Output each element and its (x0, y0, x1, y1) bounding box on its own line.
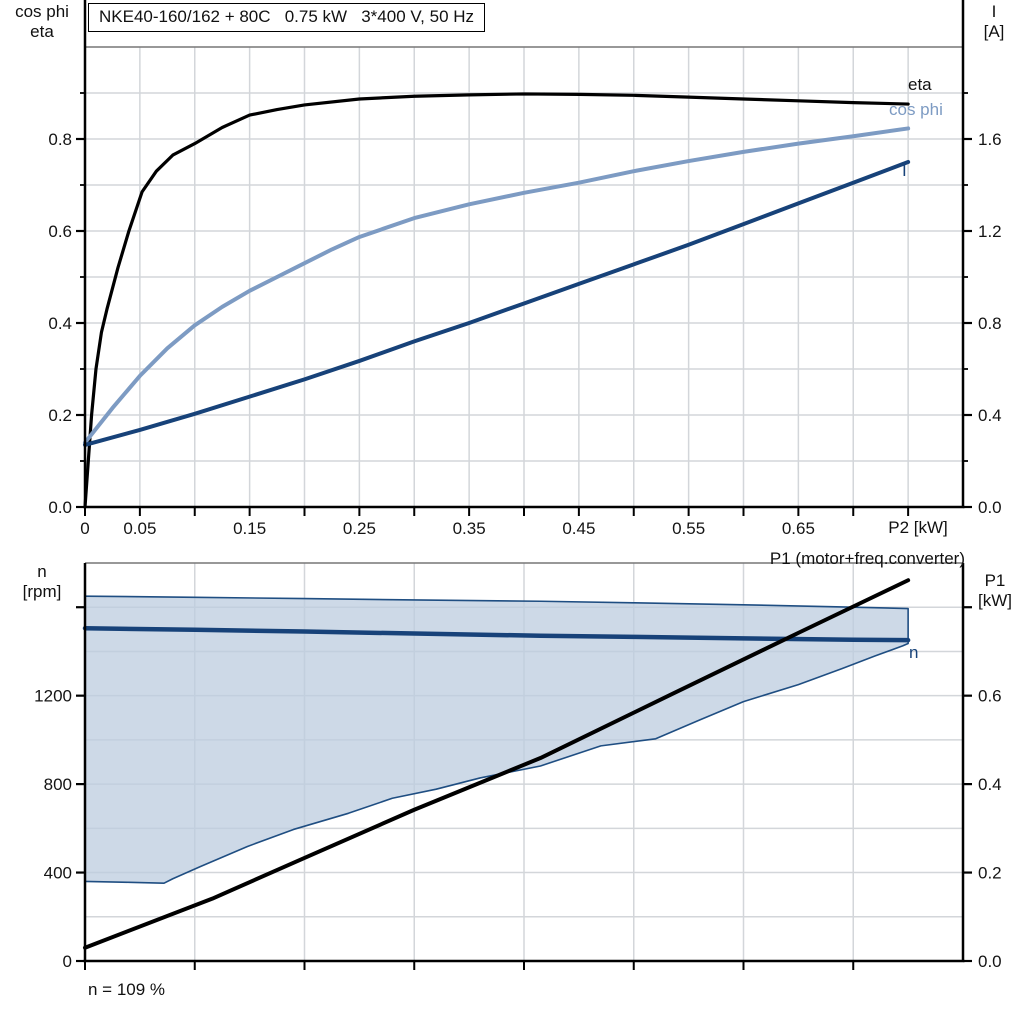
curve-i (83, 160, 911, 447)
speed-percentage-note: n = 109 % (88, 980, 166, 999)
svg-text:0.65: 0.65 (782, 519, 815, 538)
svg-text:0.35: 0.35 (453, 519, 486, 538)
curve-cos-phi (83, 126, 911, 445)
svg-text:0.4: 0.4 (978, 775, 1002, 794)
svg-text:0.8: 0.8 (978, 314, 1002, 333)
p1-axis-label: P1 (984, 571, 1006, 590)
cosphi-axis-label: cos phi (15, 2, 69, 21)
speed-axis-label: n (37, 562, 47, 581)
svg-text:0.0: 0.0 (48, 498, 72, 517)
top-left-axis-title: cos phi eta (4, 2, 80, 42)
eta-axis-label: eta (30, 22, 54, 41)
svg-text:1.6: 1.6 (978, 130, 1002, 149)
top-right-axis-title: I [A] (966, 2, 1022, 42)
curve-eta (83, 92, 910, 509)
bottom-left-axis-title: n [rpm] (4, 562, 80, 602)
current-curve-label: I (902, 161, 907, 180)
eta-curve-label: eta (908, 75, 932, 94)
curve-n (82, 625, 911, 643)
svg-text:0.6: 0.6 (978, 687, 1002, 706)
svg-text:0.25: 0.25 (343, 519, 376, 538)
x-axis-title: P2 [kW] (888, 518, 948, 537)
p1-axis-unit: [kW] (978, 591, 1012, 610)
svg-text:800: 800 (44, 775, 72, 794)
svg-text:0.45: 0.45 (562, 519, 595, 538)
svg-text:0.4: 0.4 (48, 314, 72, 333)
svg-text:0.0: 0.0 (978, 952, 1002, 971)
speed-axis-unit: [rpm] (22, 582, 62, 601)
p1-curve-label: P1 (motor+freq.converter) (769, 549, 965, 568)
svg-text:0.2: 0.2 (48, 406, 72, 425)
svg-text:0.0: 0.0 (978, 498, 1002, 517)
n-curve-label: n (909, 643, 919, 662)
svg-text:400: 400 (44, 864, 72, 883)
svg-text:0: 0 (80, 519, 89, 538)
bottom-right-axis-title: P1 [kW] (966, 571, 1024, 611)
svg-text:1200: 1200 (34, 687, 72, 706)
svg-text:0.55: 0.55 (672, 519, 705, 538)
current-axis-unit: [A] (983, 22, 1005, 41)
svg-text:0.4: 0.4 (978, 406, 1002, 425)
svg-text:0.2: 0.2 (978, 864, 1002, 883)
svg-text:0.8: 0.8 (48, 130, 72, 149)
cosphi-curve-label: cos phi (889, 100, 943, 119)
svg-text:0.05: 0.05 (123, 519, 156, 538)
chart-title: NKE40-160/162 + 80C 0.75 kW 3*400 V, 50 … (88, 3, 486, 32)
curve-p1-motor-freq-converter- (83, 578, 911, 950)
svg-text:0: 0 (63, 952, 72, 971)
svg-text:1.2: 1.2 (978, 222, 1002, 241)
svg-text:0.15: 0.15 (233, 519, 266, 538)
speed-range-area (85, 596, 909, 884)
current-axis-label: I (991, 2, 997, 21)
svg-text:0.6: 0.6 (48, 222, 72, 241)
